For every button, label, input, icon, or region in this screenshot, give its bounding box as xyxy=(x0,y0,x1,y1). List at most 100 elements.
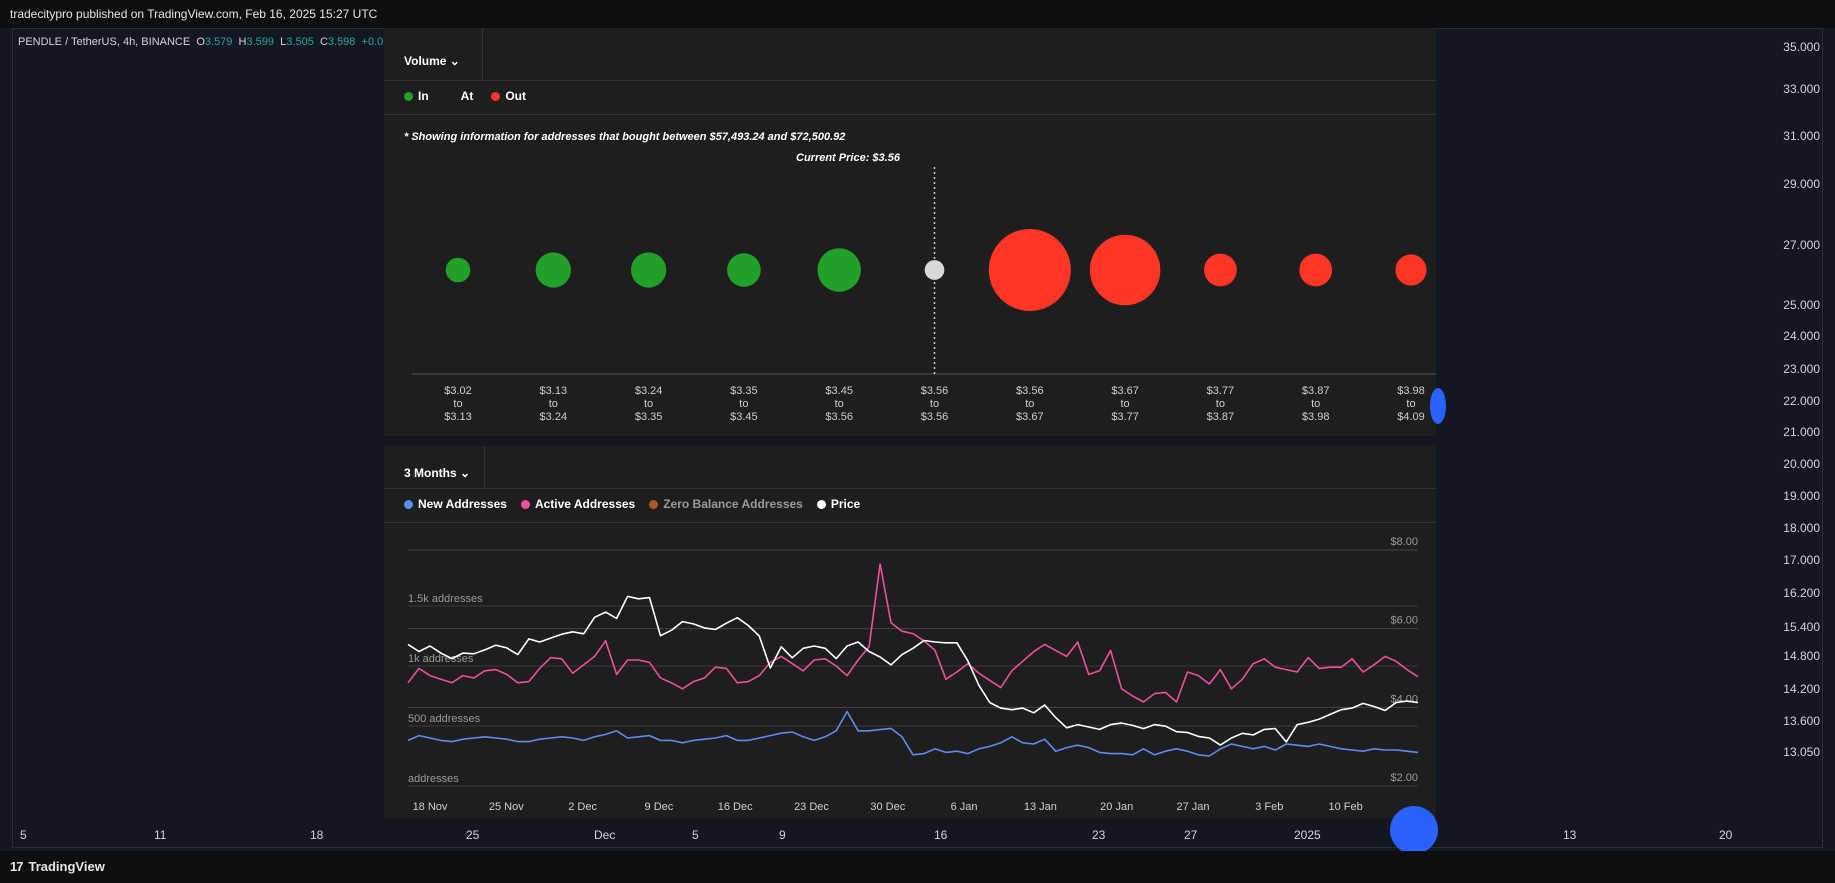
price-axis-right-label: $2.00 xyxy=(1390,772,1418,784)
time-axis-label: 5 xyxy=(692,828,699,842)
chevron-down-icon: ⌄ xyxy=(449,54,460,68)
legend-entry[interactable]: New Addresses xyxy=(404,497,507,511)
price-axis-label: 17.000 xyxy=(1783,553,1820,567)
volume-bubble xyxy=(1395,254,1427,286)
price-range-label: to xyxy=(1406,398,1415,410)
tradingview-logo[interactable]: 17 TradingView xyxy=(10,859,105,874)
scroll-handle[interactable] xyxy=(1390,806,1438,854)
legend-label: New Addresses xyxy=(418,497,507,511)
time-axis-label: Dec xyxy=(594,828,616,842)
price-range-label: $3.45 xyxy=(825,385,853,397)
price-axis-label: 16.200 xyxy=(1783,586,1820,600)
addresses-panel-header: 3 Months ⌄ xyxy=(384,446,1436,489)
price-range-label: to xyxy=(644,398,653,410)
volume-bubble xyxy=(924,260,945,280)
price-range-label: $3.77 xyxy=(1111,411,1139,423)
volume-dropdown-label: Volume xyxy=(404,54,447,68)
addresses-axis-label: 1k addresses xyxy=(408,653,474,665)
price-axis-label: 21.000 xyxy=(1783,425,1820,439)
price-axis[interactable]: 35.000 33.000 31.000 29.000 27.000 25.000 24.0… xyxy=(1740,30,1820,830)
price-range-label: $3.45 xyxy=(730,411,758,423)
series-line-price xyxy=(407,595,1419,746)
low-label: L xyxy=(280,36,287,48)
time-axis-label: 23 xyxy=(1092,828,1106,842)
scroll-handle[interactable] xyxy=(1430,388,1446,424)
price-axis-right-label: $6.00 xyxy=(1390,615,1418,627)
legend-dot-icon xyxy=(404,91,413,101)
price-range-label: to xyxy=(835,398,844,410)
legend-dot-icon xyxy=(520,499,530,509)
volume-note: * Showing information for addresses that… xyxy=(404,131,846,143)
price-range-label: to xyxy=(1311,398,1320,410)
price-range-label: to xyxy=(1216,398,1225,410)
legend-dot-icon xyxy=(491,91,501,101)
time-axis-label: 18 xyxy=(310,828,324,842)
volume-bubble xyxy=(1089,234,1161,306)
date-axis-label: 10 Feb xyxy=(1328,801,1362,813)
price-axis-label: 14.800 xyxy=(1783,649,1820,663)
addresses-axis-label: addresses xyxy=(408,773,459,785)
volume-panel-header: Volume ⌄ xyxy=(384,28,1436,81)
legend-label: Zero Balance Addresses xyxy=(663,497,803,511)
price-axis-label: 23.000 xyxy=(1783,362,1820,376)
date-axis-label: 23 Dec xyxy=(794,801,829,813)
legend-entry[interactable]: Price xyxy=(816,497,860,511)
legend-dot-icon xyxy=(816,499,826,509)
low-value: 3.505 xyxy=(286,36,314,48)
volume-legend-row: In At Out xyxy=(384,80,1436,115)
time-axis-label: 25 xyxy=(466,828,480,842)
legend-entry[interactable]: Out xyxy=(491,89,526,103)
series-line-active-addresses xyxy=(407,563,1419,703)
price-axis-right-label: $8.00 xyxy=(1390,536,1418,548)
timeframe-dropdown[interactable]: 3 Months ⌄ xyxy=(404,466,470,480)
price-range-label: $3.56 xyxy=(1016,385,1044,397)
addresses-axis-label: 1.5k addresses xyxy=(408,593,483,605)
header-divider xyxy=(484,446,485,488)
price-axis-label: 24.000 xyxy=(1783,329,1820,343)
volume-dropdown[interactable]: Volume ⌄ xyxy=(404,54,460,68)
price-range-label: $3.02 xyxy=(444,385,472,397)
legend-label: Active Addresses xyxy=(534,497,636,511)
header-divider xyxy=(482,28,483,80)
symbol-legend: PENDLE / TetherUS, 4h, BINANCE O3.579 H3… xyxy=(18,36,444,48)
date-axis-label: 27 Jan xyxy=(1176,801,1209,813)
price-range-label: to xyxy=(930,398,939,410)
price-range-label: $4.09 xyxy=(1397,411,1425,423)
symbol-name[interactable]: PENDLE / TetherUS, 4h, BINANCE xyxy=(18,36,191,48)
legend-entry[interactable]: In xyxy=(404,89,429,103)
current-price-label: Current Price: $3.56 xyxy=(796,152,900,164)
series-line-new-addresses xyxy=(407,710,1419,757)
time-axis-label: 27 xyxy=(1184,828,1198,842)
legend-entry[interactable]: Active Addresses xyxy=(520,497,636,511)
time-axis-label: 2025 xyxy=(1294,828,1321,842)
legend-dot-icon xyxy=(649,499,659,509)
price-range-label: to xyxy=(453,398,462,410)
close-value: 3.598 xyxy=(327,36,356,48)
close-label: C xyxy=(319,36,328,48)
tradingview-brand: TradingView xyxy=(28,859,105,874)
date-axis-label: 16 Dec xyxy=(718,801,753,813)
price-axis-label: 13.050 xyxy=(1783,745,1820,759)
legend-label: In xyxy=(418,89,429,103)
open-value: 3.579 xyxy=(204,36,233,48)
price-range-label: $3.98 xyxy=(1397,385,1425,397)
price-axis-label: 19.000 xyxy=(1783,489,1820,503)
volume-bubble xyxy=(535,252,571,288)
legend-entry[interactable]: At xyxy=(447,89,474,103)
price-axis-label: 25.000 xyxy=(1783,298,1820,312)
legend-entry[interactable]: Zero Balance Addresses xyxy=(649,497,803,511)
time-axis-label: 9 xyxy=(779,828,786,842)
time-axis-label: 13 xyxy=(1563,828,1577,842)
time-axis-label: 20 xyxy=(1719,828,1733,842)
price-axis-label: 13.600 xyxy=(1783,714,1820,728)
price-range-label: to xyxy=(1121,398,1130,410)
date-axis-label: 30 Dec xyxy=(870,801,905,813)
addresses-axis-label: 500 addresses xyxy=(408,713,481,725)
price-axis-label: 35.000 xyxy=(1783,40,1820,54)
legend-dot-icon xyxy=(404,499,413,509)
volume-bubble xyxy=(1299,253,1333,287)
volume-bubble-chart: $3.02to$3.13$3.13to$3.24$3.24to$3.35$3.3… xyxy=(412,167,1436,423)
price-range-label: $3.24 xyxy=(540,411,568,423)
date-axis-label: 13 Jan xyxy=(1024,801,1057,813)
